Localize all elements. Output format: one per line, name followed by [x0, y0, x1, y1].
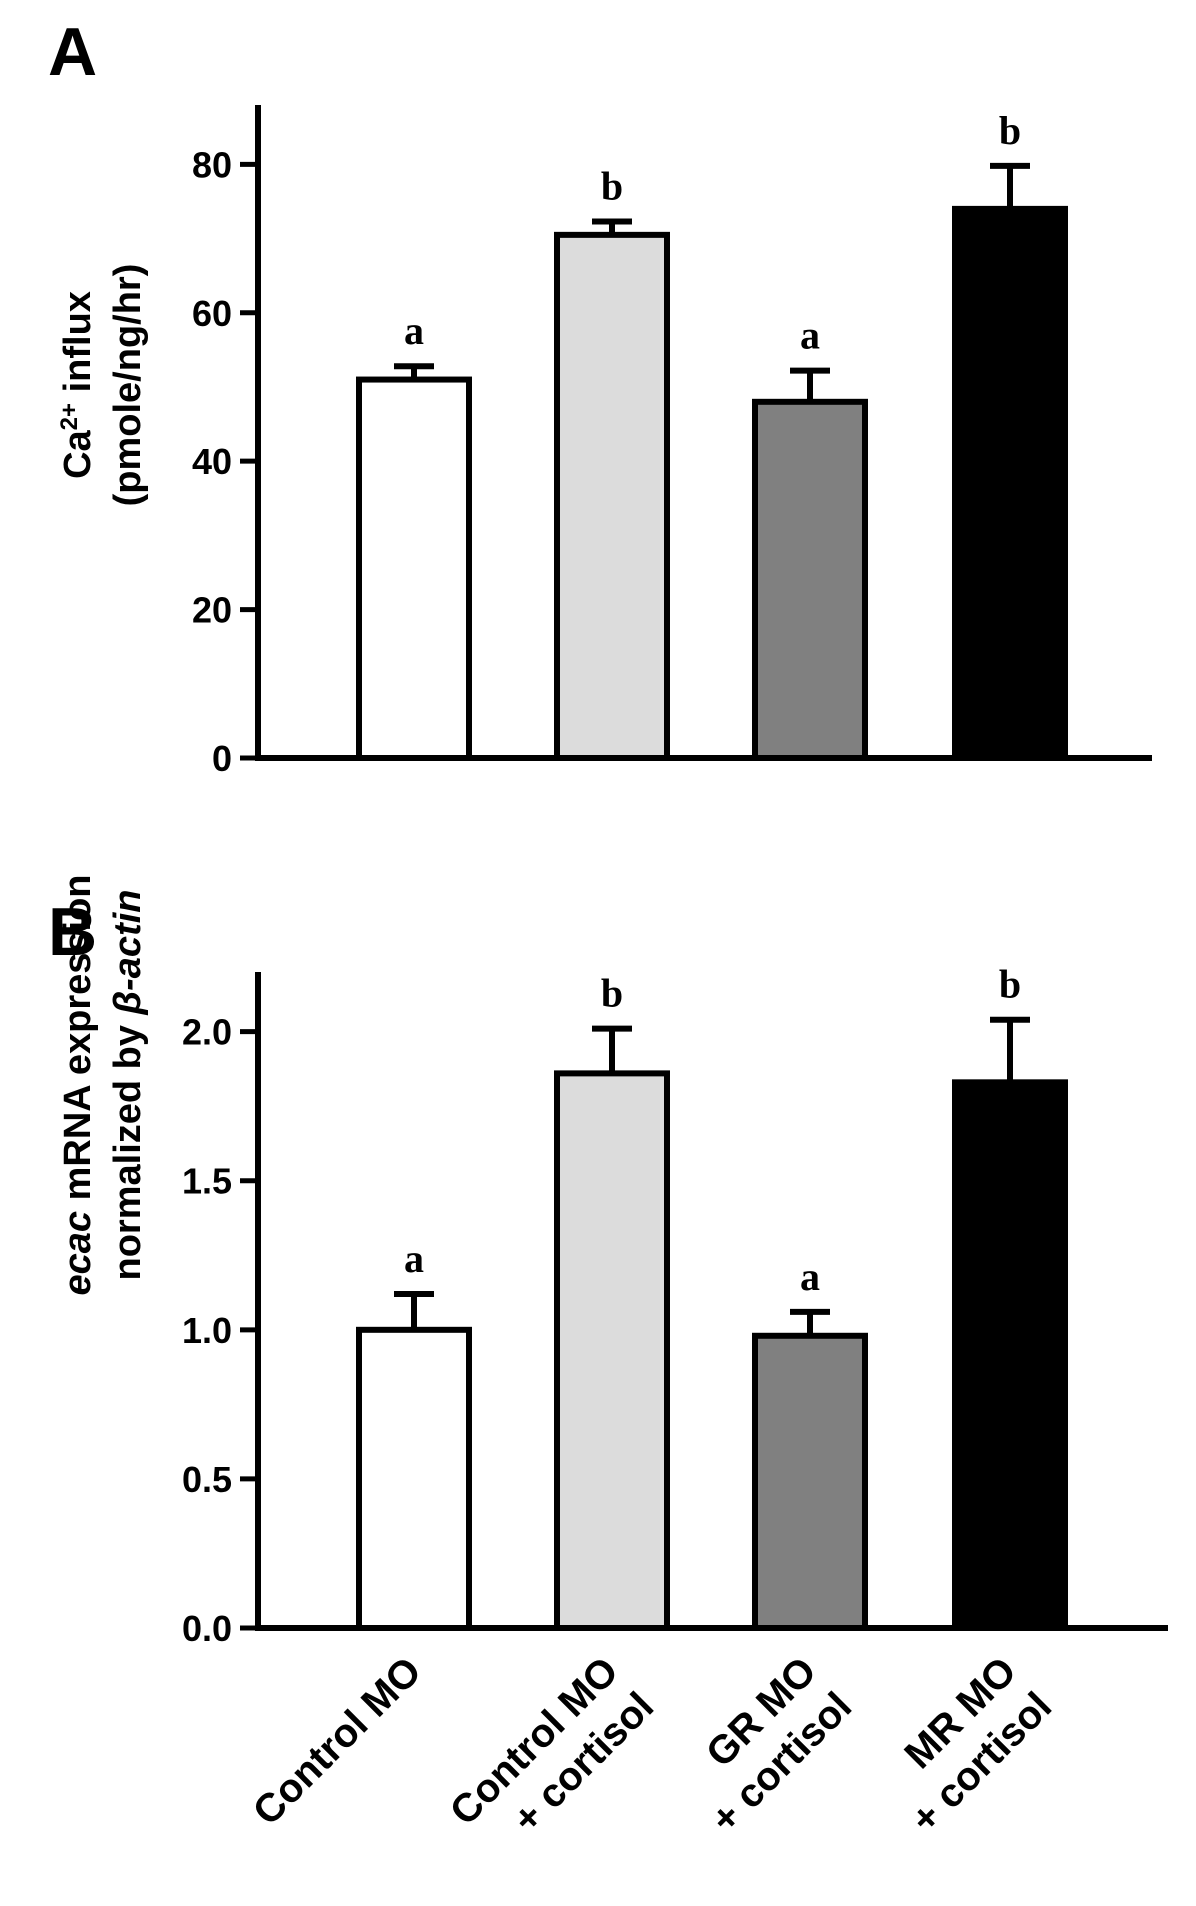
- panel-b-y-tick-label: 0.0: [182, 1608, 232, 1649]
- panel-b-bar: [356, 1326, 472, 1632]
- panel-a-label: A: [48, 14, 97, 90]
- panel-a-significance-letter: a: [404, 308, 424, 353]
- panel-b-significance-letter: b: [601, 971, 623, 1016]
- x-category-label-line: Control MO: [245, 1649, 430, 1834]
- panel-b-ylabel-line2: normalized by β-actin: [107, 890, 149, 1281]
- x-category-label: Control MO+ cortisol: [442, 1649, 662, 1842]
- panel-a-bar: [554, 231, 670, 761]
- panel-b-bar: [952, 1079, 1068, 1631]
- panel-a-significance-letter: a: [800, 313, 820, 358]
- panel-a-bar: [356, 376, 472, 761]
- panel-a-ylabel-line2: (pmole/ng/hr): [107, 264, 149, 507]
- panel-a-bars: a b a b: [356, 108, 1068, 762]
- panel-a-bar: [952, 205, 1068, 762]
- panel-a: A Ca2+ influx (pmole/ng/hr) 0 20 40 60 80 a b…: [48, 14, 1152, 779]
- x-category-label: GR MO+ cortisol: [698, 1649, 860, 1842]
- panel-b: B ecac mRNA expression normalized by β-a…: [48, 874, 1168, 1649]
- panel-a-y-tick-label: 60: [192, 293, 232, 334]
- panel-a-y-tick-label: 80: [192, 144, 232, 185]
- panel-b-bars: a b a b: [356, 962, 1068, 1632]
- x-category-labels: Control MO Control MO+ cortisol GR MO+ cor…: [245, 1649, 1060, 1842]
- x-category-label: Control MO: [245, 1649, 430, 1834]
- panel-a-y-tick-label: 20: [192, 590, 232, 631]
- panel-b-significance-letter: a: [800, 1254, 820, 1299]
- panel-b-y-tick-label: 1.5: [182, 1161, 232, 1202]
- panel-b-y-tick-label: 1.0: [182, 1310, 232, 1351]
- panel-b-y-tick-label: 0.5: [182, 1459, 232, 1500]
- panel-b-label: B: [48, 894, 97, 970]
- panel-a-y-tick-label: 40: [192, 441, 232, 482]
- panel-b-bar: [554, 1070, 670, 1631]
- panel-b-ylabel-line1: ecac mRNA expression: [57, 874, 99, 1295]
- panel-b-significance-letter: a: [404, 1236, 424, 1281]
- panel-a-bar: [752, 398, 868, 761]
- panel-b-bar: [752, 1332, 868, 1632]
- x-category-label: MR MO+ cortisol: [896, 1649, 1060, 1842]
- panel-b-y-tick-label: 2.0: [182, 1012, 232, 1053]
- panel-a-significance-letter: b: [999, 108, 1021, 153]
- panel-a-y-tick-label: 0: [212, 738, 232, 779]
- panel-a-ylabel-line1: Ca2+ influx: [56, 291, 100, 479]
- panel-b-significance-letter: b: [999, 962, 1021, 1007]
- panel-a-significance-letter: b: [601, 164, 623, 209]
